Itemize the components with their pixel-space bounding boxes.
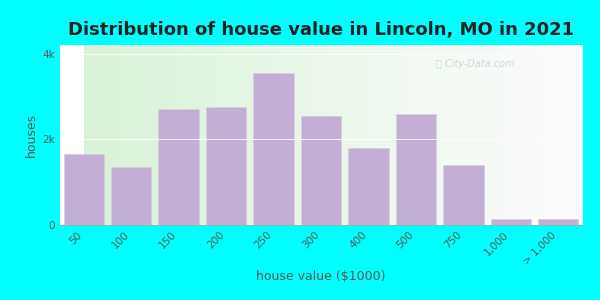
Y-axis label: houses: houses xyxy=(25,113,38,157)
Bar xyxy=(253,73,294,225)
Bar xyxy=(396,114,436,225)
Bar xyxy=(206,107,246,225)
Bar xyxy=(348,148,389,225)
Title: Distribution of house value in Lincoln, MO in 2021: Distribution of house value in Lincoln, … xyxy=(68,21,574,39)
Bar xyxy=(301,116,341,225)
Text: ⓘ City-Data.com: ⓘ City-Data.com xyxy=(436,59,514,69)
Bar xyxy=(111,167,151,225)
Bar xyxy=(443,165,484,225)
Bar xyxy=(64,154,104,225)
Bar xyxy=(491,219,531,225)
Bar xyxy=(538,219,578,225)
X-axis label: house value ($1000): house value ($1000) xyxy=(256,270,386,284)
Bar xyxy=(158,109,199,225)
